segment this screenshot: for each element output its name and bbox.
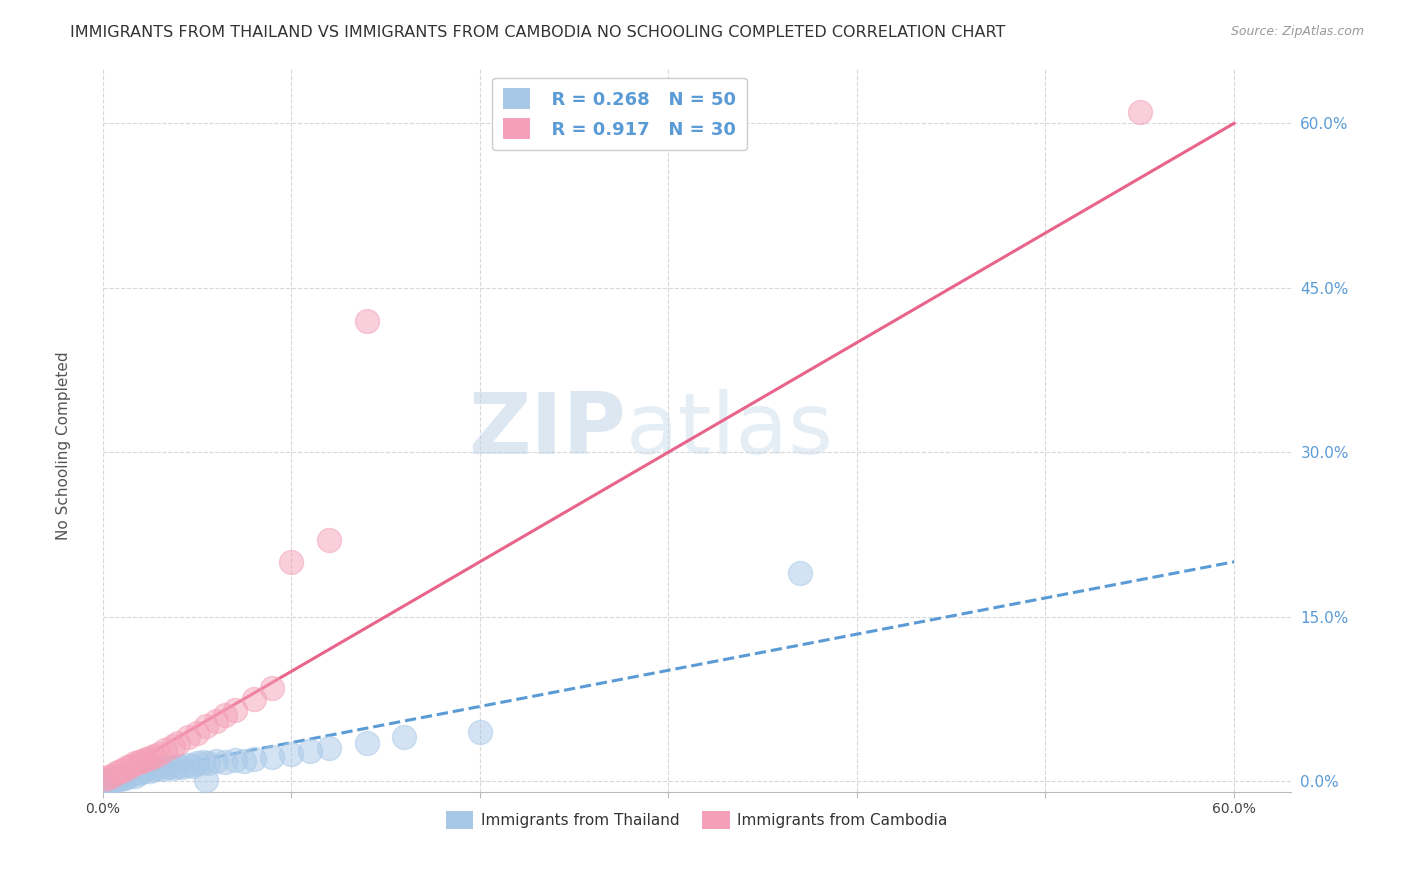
Point [120, 767, 142, 781]
Legend: Immigrants from Thailand, Immigrants from Cambodia: Immigrants from Thailand, Immigrants fro… [440, 805, 953, 835]
Point [131, 765, 153, 780]
Point [152, 762, 174, 776]
Point [148, 747, 170, 761]
Point [318, 533, 340, 547]
Point [128, 766, 150, 780]
Point [167, 736, 190, 750]
Point [468, 724, 491, 739]
Point [98, 774, 121, 789]
Point [299, 744, 322, 758]
Point [124, 768, 146, 782]
Point [120, 758, 142, 772]
Point [142, 748, 165, 763]
Point [205, 754, 228, 768]
Point [111, 771, 134, 785]
Point [262, 681, 284, 695]
Point [97, 772, 120, 787]
Point [186, 756, 208, 771]
Point [131, 754, 153, 768]
Point [129, 764, 152, 778]
Point [157, 760, 180, 774]
Point [224, 753, 246, 767]
Point [356, 736, 378, 750]
Point [224, 703, 246, 717]
Point [176, 757, 198, 772]
Point [108, 764, 131, 778]
Point [135, 752, 157, 766]
Point [97, 770, 120, 784]
Point [117, 760, 139, 774]
Point [139, 751, 162, 765]
Text: IMMIGRANTS FROM THAILAND VS IMMIGRANTS FROM CAMBODIA NO SCHOOLING COMPLETED CORR: IMMIGRANTS FROM THAILAND VS IMMIGRANTS F… [70, 25, 1005, 40]
Point [280, 555, 302, 569]
Text: atlas: atlas [626, 389, 834, 472]
Point [280, 747, 302, 761]
Point [112, 763, 135, 777]
Point [103, 772, 125, 786]
Point [105, 766, 128, 780]
Point [118, 768, 141, 782]
Text: Source: ZipAtlas.com: Source: ZipAtlas.com [1230, 25, 1364, 38]
Point [1129, 105, 1152, 120]
Point [142, 762, 165, 776]
Text: ZIP: ZIP [468, 389, 626, 472]
Point [112, 770, 135, 784]
Point [170, 760, 193, 774]
Point [117, 767, 139, 781]
Point [93, 774, 115, 789]
Point [195, 719, 218, 733]
Point [114, 771, 136, 785]
Point [318, 741, 340, 756]
Point [181, 758, 204, 772]
Point [153, 743, 176, 757]
Point [108, 772, 131, 786]
Point [197, 756, 219, 771]
Point [162, 739, 184, 753]
Point [128, 756, 150, 770]
Point [148, 761, 170, 775]
Point [96, 774, 118, 789]
Point [122, 766, 145, 780]
Point [233, 754, 256, 768]
Point [101, 772, 124, 787]
Point [262, 750, 284, 764]
Point [125, 765, 148, 780]
Point [789, 566, 811, 580]
Point [214, 708, 236, 723]
Point [167, 758, 190, 772]
Point [111, 768, 134, 782]
Point [394, 730, 416, 744]
Point [186, 725, 208, 739]
Point [356, 313, 378, 327]
Point [214, 756, 236, 770]
Point [93, 772, 115, 786]
Point [242, 691, 264, 706]
Point [134, 763, 156, 777]
Point [101, 768, 124, 782]
Point [195, 772, 218, 787]
Point [124, 756, 146, 771]
Point [107, 771, 129, 785]
Point [163, 761, 186, 775]
Point [191, 756, 214, 770]
Text: No Schooling Completed: No Schooling Completed [56, 351, 70, 541]
Point [242, 752, 264, 766]
Point [176, 730, 198, 744]
Point [105, 772, 128, 787]
Point [205, 714, 228, 728]
Point [139, 764, 162, 778]
